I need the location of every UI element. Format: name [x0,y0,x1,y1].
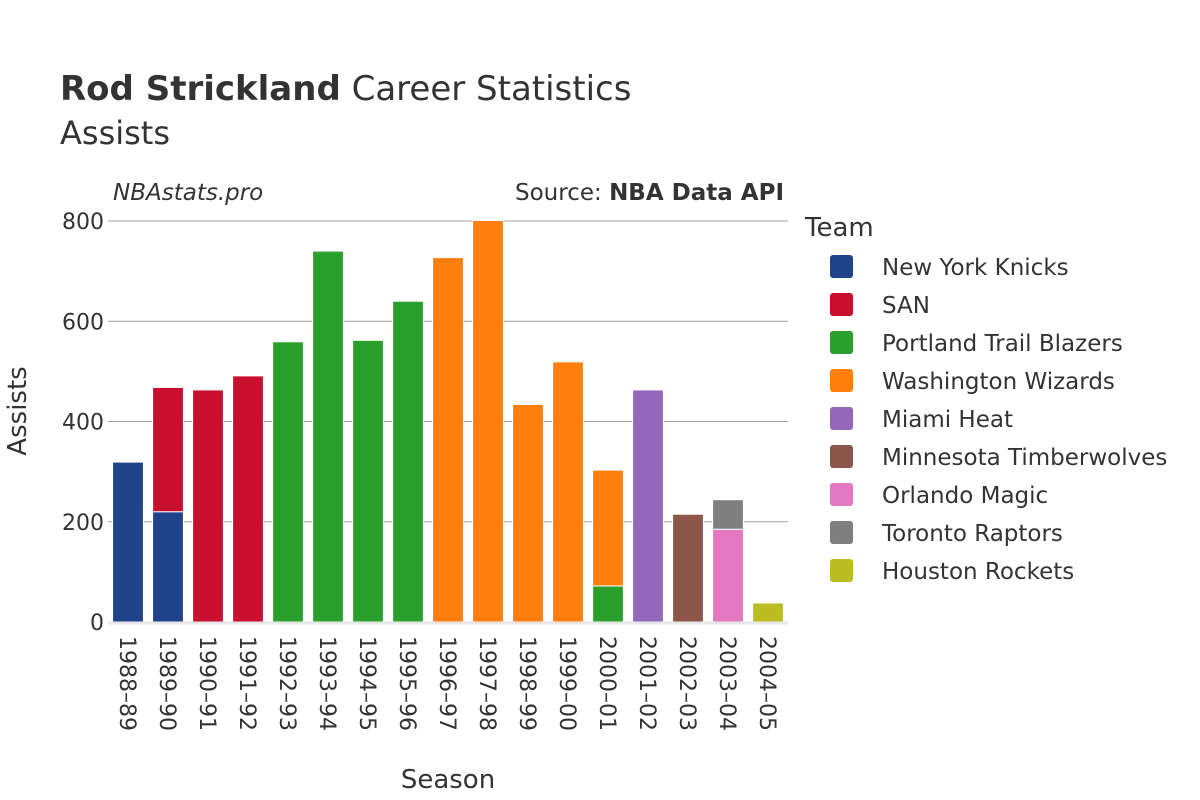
x-tick-label: 2004–05 [754,636,779,731]
x-tick-label: 2000–01 [594,636,619,731]
legend-swatch [830,369,853,392]
bar [712,528,744,623]
x-tick-label: 1997–98 [474,636,499,731]
bar [632,389,664,623]
bar [112,461,144,623]
watermark: NBAstats.pro [113,180,263,206]
bar [752,602,784,623]
legend-label: Toronto Raptors [881,521,1063,547]
legend-label: Washington Wizards [882,369,1115,395]
x-tick-label: 1992–93 [274,636,299,731]
legend: New York Knicks SAN Portland Trail Blazers… [830,255,1167,585]
legend-label: SAN [882,293,930,319]
y-tick-label: 0 [90,611,104,636]
bar [352,339,384,623]
legend-swatch [830,293,853,316]
chart-title-rest: Career Statistics [341,69,632,109]
bar [272,341,304,623]
legend-label: New York Knicks [882,255,1069,281]
x-tick-label: 1994–95 [354,636,379,731]
x-tick-label: 1993–94 [314,636,339,731]
x-tick-label: 1998–99 [514,636,539,731]
bar [592,585,624,623]
x-tick-label: 1999–00 [554,636,579,731]
y-tick-label: 600 [62,310,104,335]
legend-label: Portland Trail Blazers [882,331,1123,357]
legend-label: Orlando Magic [882,483,1048,509]
y-tick-label: 400 [62,411,104,436]
bar [312,250,344,623]
bar [392,300,424,623]
x-tick-label: 1990–91 [194,636,219,731]
x-axis-label: Season [401,765,495,795]
y-tick-label: 200 [62,511,104,536]
y-axis-label: Assists [3,366,33,455]
bar [192,389,224,623]
x-tick-label: 1988–89 [114,636,139,731]
bar [232,375,264,623]
x-tick-label: 1996–97 [434,636,459,731]
bar [472,220,504,623]
x-tick-label: 1995–96 [394,636,419,731]
legend-label: Miami Heat [882,407,1013,433]
legend-label: Houston Rockets [882,559,1074,585]
legend-swatch [830,483,853,506]
source-name: NBA Data API [609,180,784,206]
y-tick-label: 800 [62,210,104,235]
bar [152,511,184,623]
x-tick-label: 2003–04 [714,636,739,731]
x-tick-label: 1991–92 [234,636,259,731]
bar [672,513,704,623]
legend-swatch [830,559,853,582]
legend-label: Minnesota Timberwolves [882,445,1167,471]
bar [552,361,584,623]
chart-subtitle: Assists [60,114,170,152]
x-tick-label: 2002–03 [674,636,699,731]
bar [592,469,624,587]
bars [112,220,784,623]
legend-swatch [830,331,853,354]
bar [152,386,184,513]
bar [512,403,544,623]
x-tick-label: 2001–02 [634,636,659,731]
legend-swatch [830,255,853,278]
bar [432,257,464,623]
legend-swatch [830,521,853,544]
x-axis-ticks: 1988–89 1989–90 1990–91 1991–92 1992–93 1993–… [114,636,779,731]
legend-swatch [830,407,853,430]
y-axis-ticks: 0 200 400 600 800 [62,210,104,636]
x-tick-label: 1989–90 [154,636,179,731]
chart-title: Rod Strickland Career Statistics [60,69,631,109]
source-label: Source: NBA Data API [515,180,784,206]
chart-title-bold: Rod Strickland [60,69,341,109]
source-prefix: Source: [515,180,609,206]
legend-title: Team [804,213,874,243]
legend-swatch [830,445,853,468]
bar [712,499,744,530]
